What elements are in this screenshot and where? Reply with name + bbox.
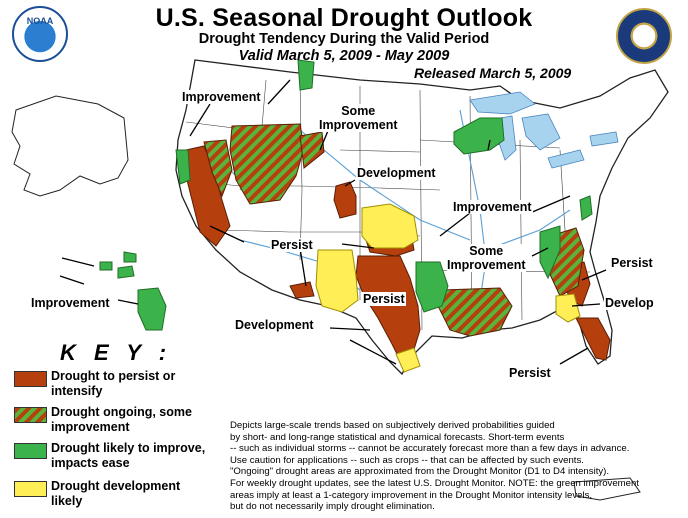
- key-label-some-improvement-line2: improvement: [51, 420, 130, 434]
- label-some-improvement-n-line1: Some: [319, 104, 398, 118]
- key-label-develop-line2: likely: [51, 494, 83, 508]
- label-persist-tx: Persist: [362, 292, 406, 306]
- key-swatch-develop: [14, 481, 47, 497]
- disclaimer-line: -- such as individual storms -- cannot b…: [230, 443, 630, 455]
- noaa-logo-text: NOAA: [26, 16, 54, 26]
- release-date: Released March 5, 2009: [414, 65, 572, 81]
- key-item-persist: Drought to persist or intensify: [14, 369, 224, 399]
- label-some-improvement-n-line2: Improvement: [319, 118, 398, 132]
- alaska-outline: [11, 95, 129, 197]
- disclaimer-line: Use caution for applications -- such as …: [230, 454, 584, 466]
- label-pointers: [59, 79, 607, 365]
- label-development-s: Development: [234, 318, 315, 332]
- key-label-persist-line1: Drought to persist or: [51, 369, 176, 383]
- label-persist-e: Persist: [610, 256, 654, 270]
- key-swatch-some-improvement: [14, 407, 47, 423]
- key-label-improve-line1: Drought likely to improve,: [51, 441, 206, 455]
- key-title: K E Y :: [60, 340, 173, 365]
- improve-regions: [99, 59, 593, 331]
- key-label-persist-line2: intensify: [51, 384, 103, 398]
- label-persist-fl: Persist: [508, 366, 552, 380]
- commerce-seal-icon: [616, 8, 672, 64]
- disclaimer-text: Depicts large-scale trends based on subj…: [230, 420, 682, 513]
- label-development-c: Development: [356, 166, 437, 180]
- label-improvement-nw: Improvement: [181, 90, 262, 104]
- key-label-develop-line1: Drought development: [51, 479, 181, 493]
- label-develop-e: Develop: [604, 296, 655, 310]
- disclaimer-line: For weekly drought updates, see the late…: [230, 477, 639, 489]
- page-title: U.S. Seasonal Drought Outlook: [155, 4, 533, 32]
- disclaimer-line: areas imply at least a 1-category improv…: [230, 489, 593, 501]
- develop-regions: [315, 203, 581, 373]
- great-lakes: [469, 91, 619, 169]
- label-improvement-ne: Improvement: [452, 200, 533, 214]
- key-item-develop: Drought development likely: [14, 479, 224, 509]
- puerto-rico-outline: [573, 477, 641, 501]
- key-item-some-improvement: Drought ongoing, some improvement: [14, 405, 224, 435]
- disclaimer-line: by short- and long-range statistical and…: [230, 431, 565, 443]
- valid-period: Valid March 5, 2009 - May 2009: [238, 48, 450, 64]
- key-label-some-improvement-line1: Drought ongoing, some: [51, 405, 192, 419]
- key-label-improve-line2: impacts ease: [51, 456, 130, 470]
- label-some-improvement-se: Some Improvement: [446, 244, 527, 272]
- label-some-improvement-n: Some Improvement: [318, 104, 399, 132]
- disclaimer-line: Depicts large-scale trends based on subj…: [230, 420, 555, 431]
- key-swatch-persist: [14, 371, 47, 387]
- disclaimer-line: "Ongoing" drought areas are approximated…: [230, 466, 610, 478]
- label-persist-sw: Persist: [270, 238, 314, 252]
- disclaimer-line: but do not necessarily imply drought eli…: [230, 501, 435, 513]
- label-some-improvement-se-line2: Improvement: [447, 258, 526, 272]
- noaa-logo: NOAA: [12, 6, 68, 62]
- label-improvement-hi: Improvement: [30, 296, 111, 310]
- key-item-improve: Drought likely to improve, impacts ease: [14, 441, 224, 471]
- label-some-improvement-se-line1: Some: [447, 244, 526, 258]
- key-swatch-improve: [14, 443, 47, 459]
- page-subtitle: Drought Tendency During the Valid Period: [198, 31, 490, 47]
